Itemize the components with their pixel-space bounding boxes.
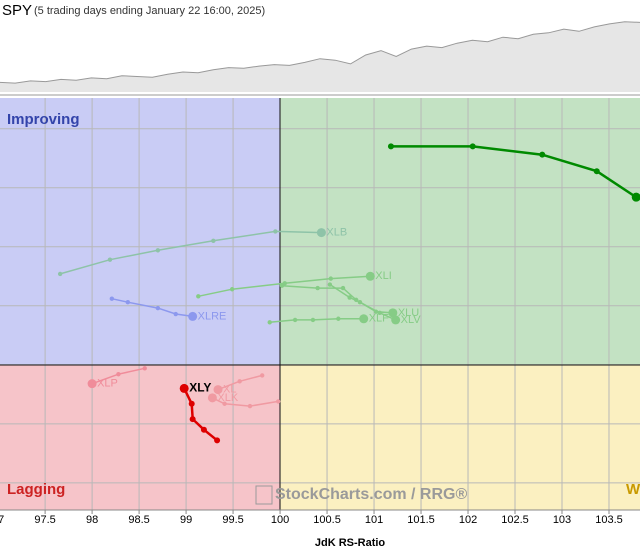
tail-point — [275, 399, 281, 404]
tail-line — [212, 397, 279, 407]
tail-point — [57, 271, 63, 277]
chart-title: SPY — [2, 2, 32, 19]
series-label: XLB — [326, 226, 347, 238]
x-tick-label: 100.5 — [313, 514, 341, 526]
x-tick-label: 102.5 — [501, 514, 529, 526]
tail-point — [109, 296, 115, 301]
tail-point — [328, 276, 334, 281]
x-tick-label: 97.5 — [34, 514, 55, 526]
head-marker — [213, 385, 223, 395]
quadrant-weakening — [280, 365, 640, 510]
series-label: XLV — [401, 314, 422, 326]
head-marker — [391, 315, 401, 325]
quadrant-label: Improving — [7, 111, 80, 128]
tail-point — [142, 366, 147, 371]
head-marker — [631, 192, 640, 202]
tail-point — [279, 283, 285, 288]
price-line — [0, 21, 640, 84]
x-tick-label: 97 — [0, 514, 4, 526]
tail-point — [196, 294, 201, 299]
tail-point — [260, 373, 265, 378]
head-marker — [359, 314, 369, 324]
tail-point — [387, 143, 394, 150]
tail-point — [336, 316, 341, 321]
head-marker — [365, 271, 375, 281]
head-marker — [207, 393, 217, 403]
series-label: XL — [223, 383, 236, 395]
head-marker — [179, 383, 189, 393]
tail-point — [188, 400, 195, 407]
tail-point — [377, 310, 382, 316]
tail-point — [107, 257, 113, 262]
series-label: XLP — [97, 378, 118, 390]
x-tick-label: 103 — [553, 514, 571, 526]
tail-point — [315, 285, 320, 291]
tail-point — [357, 300, 363, 305]
tail-line — [59, 230, 322, 275]
tail-point — [211, 238, 216, 244]
x-tick-label: 98.5 — [128, 514, 149, 526]
quadrant-improving — [0, 98, 280, 365]
series-label: XLI — [375, 270, 392, 282]
chart-subtitle: (5 trading days ending January 22 16:00,… — [34, 5, 265, 17]
x-tick-label: 98 — [86, 514, 98, 526]
x-axis-label: JdK RS-Ratio — [315, 537, 386, 549]
series-label: XLU — [398, 307, 419, 319]
tail-point — [539, 151, 546, 158]
series-label: XLY — [189, 381, 211, 395]
x-tick-label: 102 — [459, 514, 477, 526]
price-area — [0, 21, 640, 93]
tail-point — [116, 372, 121, 377]
quadrant-leading — [280, 98, 640, 365]
tail-point — [189, 416, 196, 423]
head-marker — [316, 228, 326, 238]
tail-point — [292, 317, 298, 323]
x-tick-label: 99 — [180, 514, 192, 526]
tail-point — [200, 426, 207, 433]
tail-point — [247, 403, 253, 409]
tail-point — [214, 437, 221, 444]
watermark: StockCharts.com / RRG® — [275, 486, 467, 503]
x-tick-label: 100 — [271, 514, 289, 526]
tail-point — [155, 305, 161, 311]
head-marker — [87, 379, 97, 389]
tail-point — [155, 248, 161, 253]
tail-point — [469, 143, 476, 150]
tail-point — [267, 320, 272, 325]
tail-point — [347, 295, 352, 300]
quadrant-label: Lagging — [7, 481, 65, 498]
watermark-icon — [255, 485, 273, 505]
tail-point — [310, 317, 316, 323]
tail-point — [237, 379, 242, 384]
series-label: XLK — [217, 392, 238, 404]
head-marker — [188, 311, 198, 321]
x-tick-label: 101 — [365, 514, 383, 526]
x-tick-label: 103.5 — [595, 514, 623, 526]
x-tick-label: 101.5 — [407, 514, 435, 526]
head-marker — [388, 308, 398, 318]
tail-point — [340, 285, 346, 291]
tail-point — [125, 300, 131, 305]
tail-point — [229, 287, 235, 292]
tail-point — [273, 229, 278, 234]
series-label: XLF — [369, 313, 389, 325]
tail-point — [173, 311, 178, 317]
tail-point — [222, 401, 227, 406]
tail-point — [593, 168, 600, 175]
tail-point — [327, 282, 333, 287]
x-tick-label: 99.5 — [222, 514, 243, 526]
series-label: XLRE — [198, 310, 227, 322]
quadrant-label: W — [626, 481, 640, 498]
